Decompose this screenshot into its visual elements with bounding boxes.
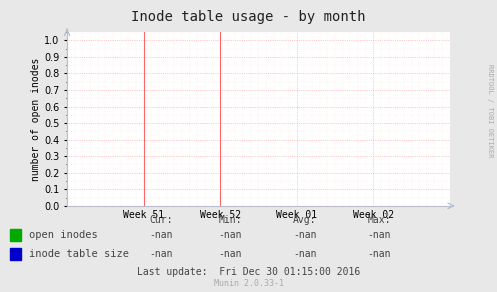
Text: open inodes: open inodes [29,230,97,240]
Text: -nan: -nan [149,230,172,240]
Text: inode table size: inode table size [29,249,129,259]
Text: Munin 2.0.33-1: Munin 2.0.33-1 [214,279,283,288]
Text: Avg:: Avg: [293,215,317,225]
Text: -nan: -nan [293,249,317,259]
Y-axis label: number of open inodes: number of open inodes [31,57,41,181]
Text: -nan: -nan [149,249,172,259]
Text: RRDTOOL / TOBI OETIKER: RRDTOOL / TOBI OETIKER [487,64,493,158]
Text: -nan: -nan [368,249,391,259]
Text: -nan: -nan [219,249,242,259]
Text: -nan: -nan [219,230,242,240]
Text: Max:: Max: [368,215,391,225]
Text: -nan: -nan [368,230,391,240]
Text: Last update:  Fri Dec 30 01:15:00 2016: Last update: Fri Dec 30 01:15:00 2016 [137,267,360,277]
Text: Inode table usage - by month: Inode table usage - by month [131,10,366,24]
Text: Cur:: Cur: [149,215,172,225]
Text: -nan: -nan [293,230,317,240]
Text: Min:: Min: [219,215,242,225]
